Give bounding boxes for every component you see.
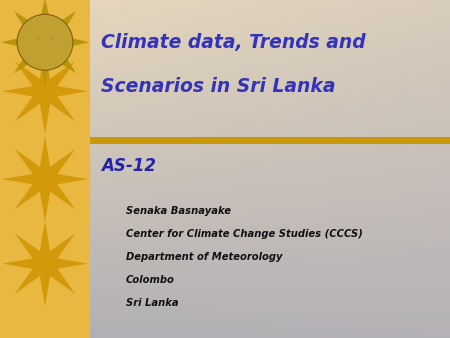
Text: AS-12: AS-12: [101, 156, 156, 175]
Polygon shape: [2, 221, 88, 306]
Ellipse shape: [17, 14, 73, 70]
Polygon shape: [2, 137, 88, 222]
Text: Colombo: Colombo: [126, 275, 175, 285]
Polygon shape: [1, 0, 89, 86]
Text: Sri Lanka: Sri Lanka: [126, 298, 179, 308]
Text: Department of Meteorology: Department of Meteorology: [126, 252, 283, 262]
Bar: [90, 137, 450, 144]
Text: Climate data, Trends and: Climate data, Trends and: [101, 33, 366, 52]
Text: Senaka Basnayake: Senaka Basnayake: [126, 206, 231, 216]
Polygon shape: [2, 49, 88, 134]
Text: Center for Climate Change Studies (CCCS): Center for Climate Change Studies (CCCS): [126, 229, 363, 239]
Text: Scenarios in Sri Lanka: Scenarios in Sri Lanka: [101, 77, 336, 96]
